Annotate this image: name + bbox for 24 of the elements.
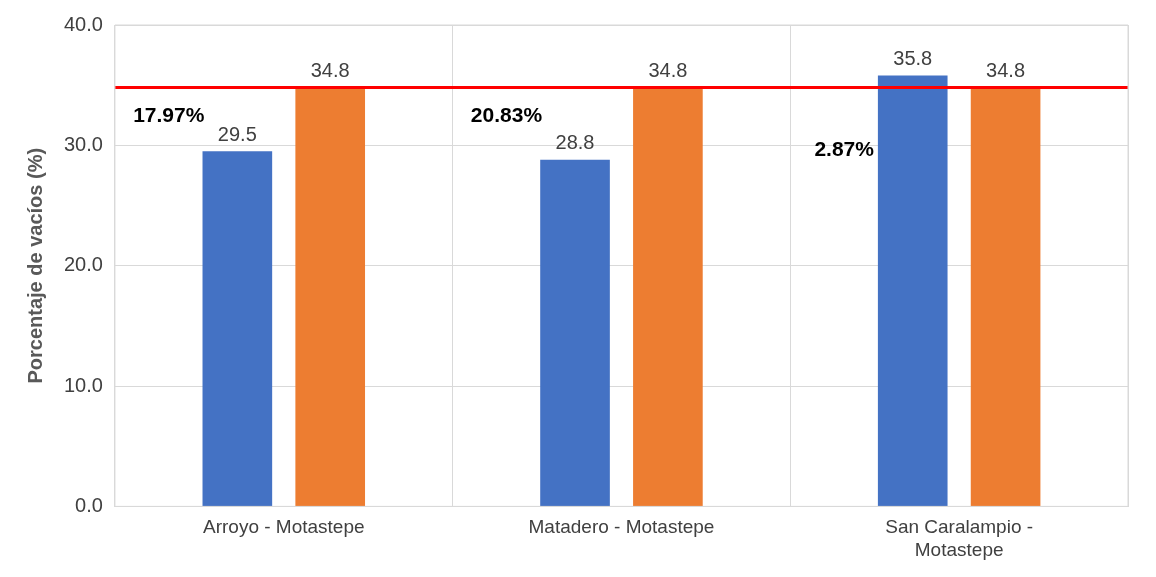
y-axis-title: Porcentaje de vacíos (%): [23, 147, 46, 384]
y-tick-label: 10.0: [63, 373, 103, 396]
annotation: 20.83%: [470, 103, 543, 127]
data-label: 29.5: [217, 122, 257, 145]
bar: [633, 87, 703, 506]
data-label: 34.8: [986, 59, 1026, 82]
x-tick-label: San Caralampio - Motastepe: [885, 516, 1034, 560]
bar: [540, 159, 610, 506]
bar: [970, 87, 1041, 506]
y-tick-label: 0.0: [75, 493, 103, 516]
bar: [295, 87, 366, 506]
x-tick-label: Arroyo - Motastepe: [202, 516, 365, 538]
data-label: 28.8: [555, 131, 595, 154]
data-label: 34.8: [648, 59, 688, 82]
data-label: 34.8: [310, 59, 350, 82]
bar: [877, 75, 948, 506]
bar: [202, 151, 273, 506]
y-tick-label: 20.0: [63, 253, 103, 276]
annotation: 17.97%: [133, 103, 205, 127]
y-tick-label: 30.0: [63, 132, 103, 155]
annotation: 2.87%: [814, 136, 875, 160]
y-tick-label: 40.0: [63, 12, 103, 35]
x-tick-label: Matadero - Motastepe: [528, 516, 715, 538]
data-label: 35.8: [893, 47, 933, 70]
